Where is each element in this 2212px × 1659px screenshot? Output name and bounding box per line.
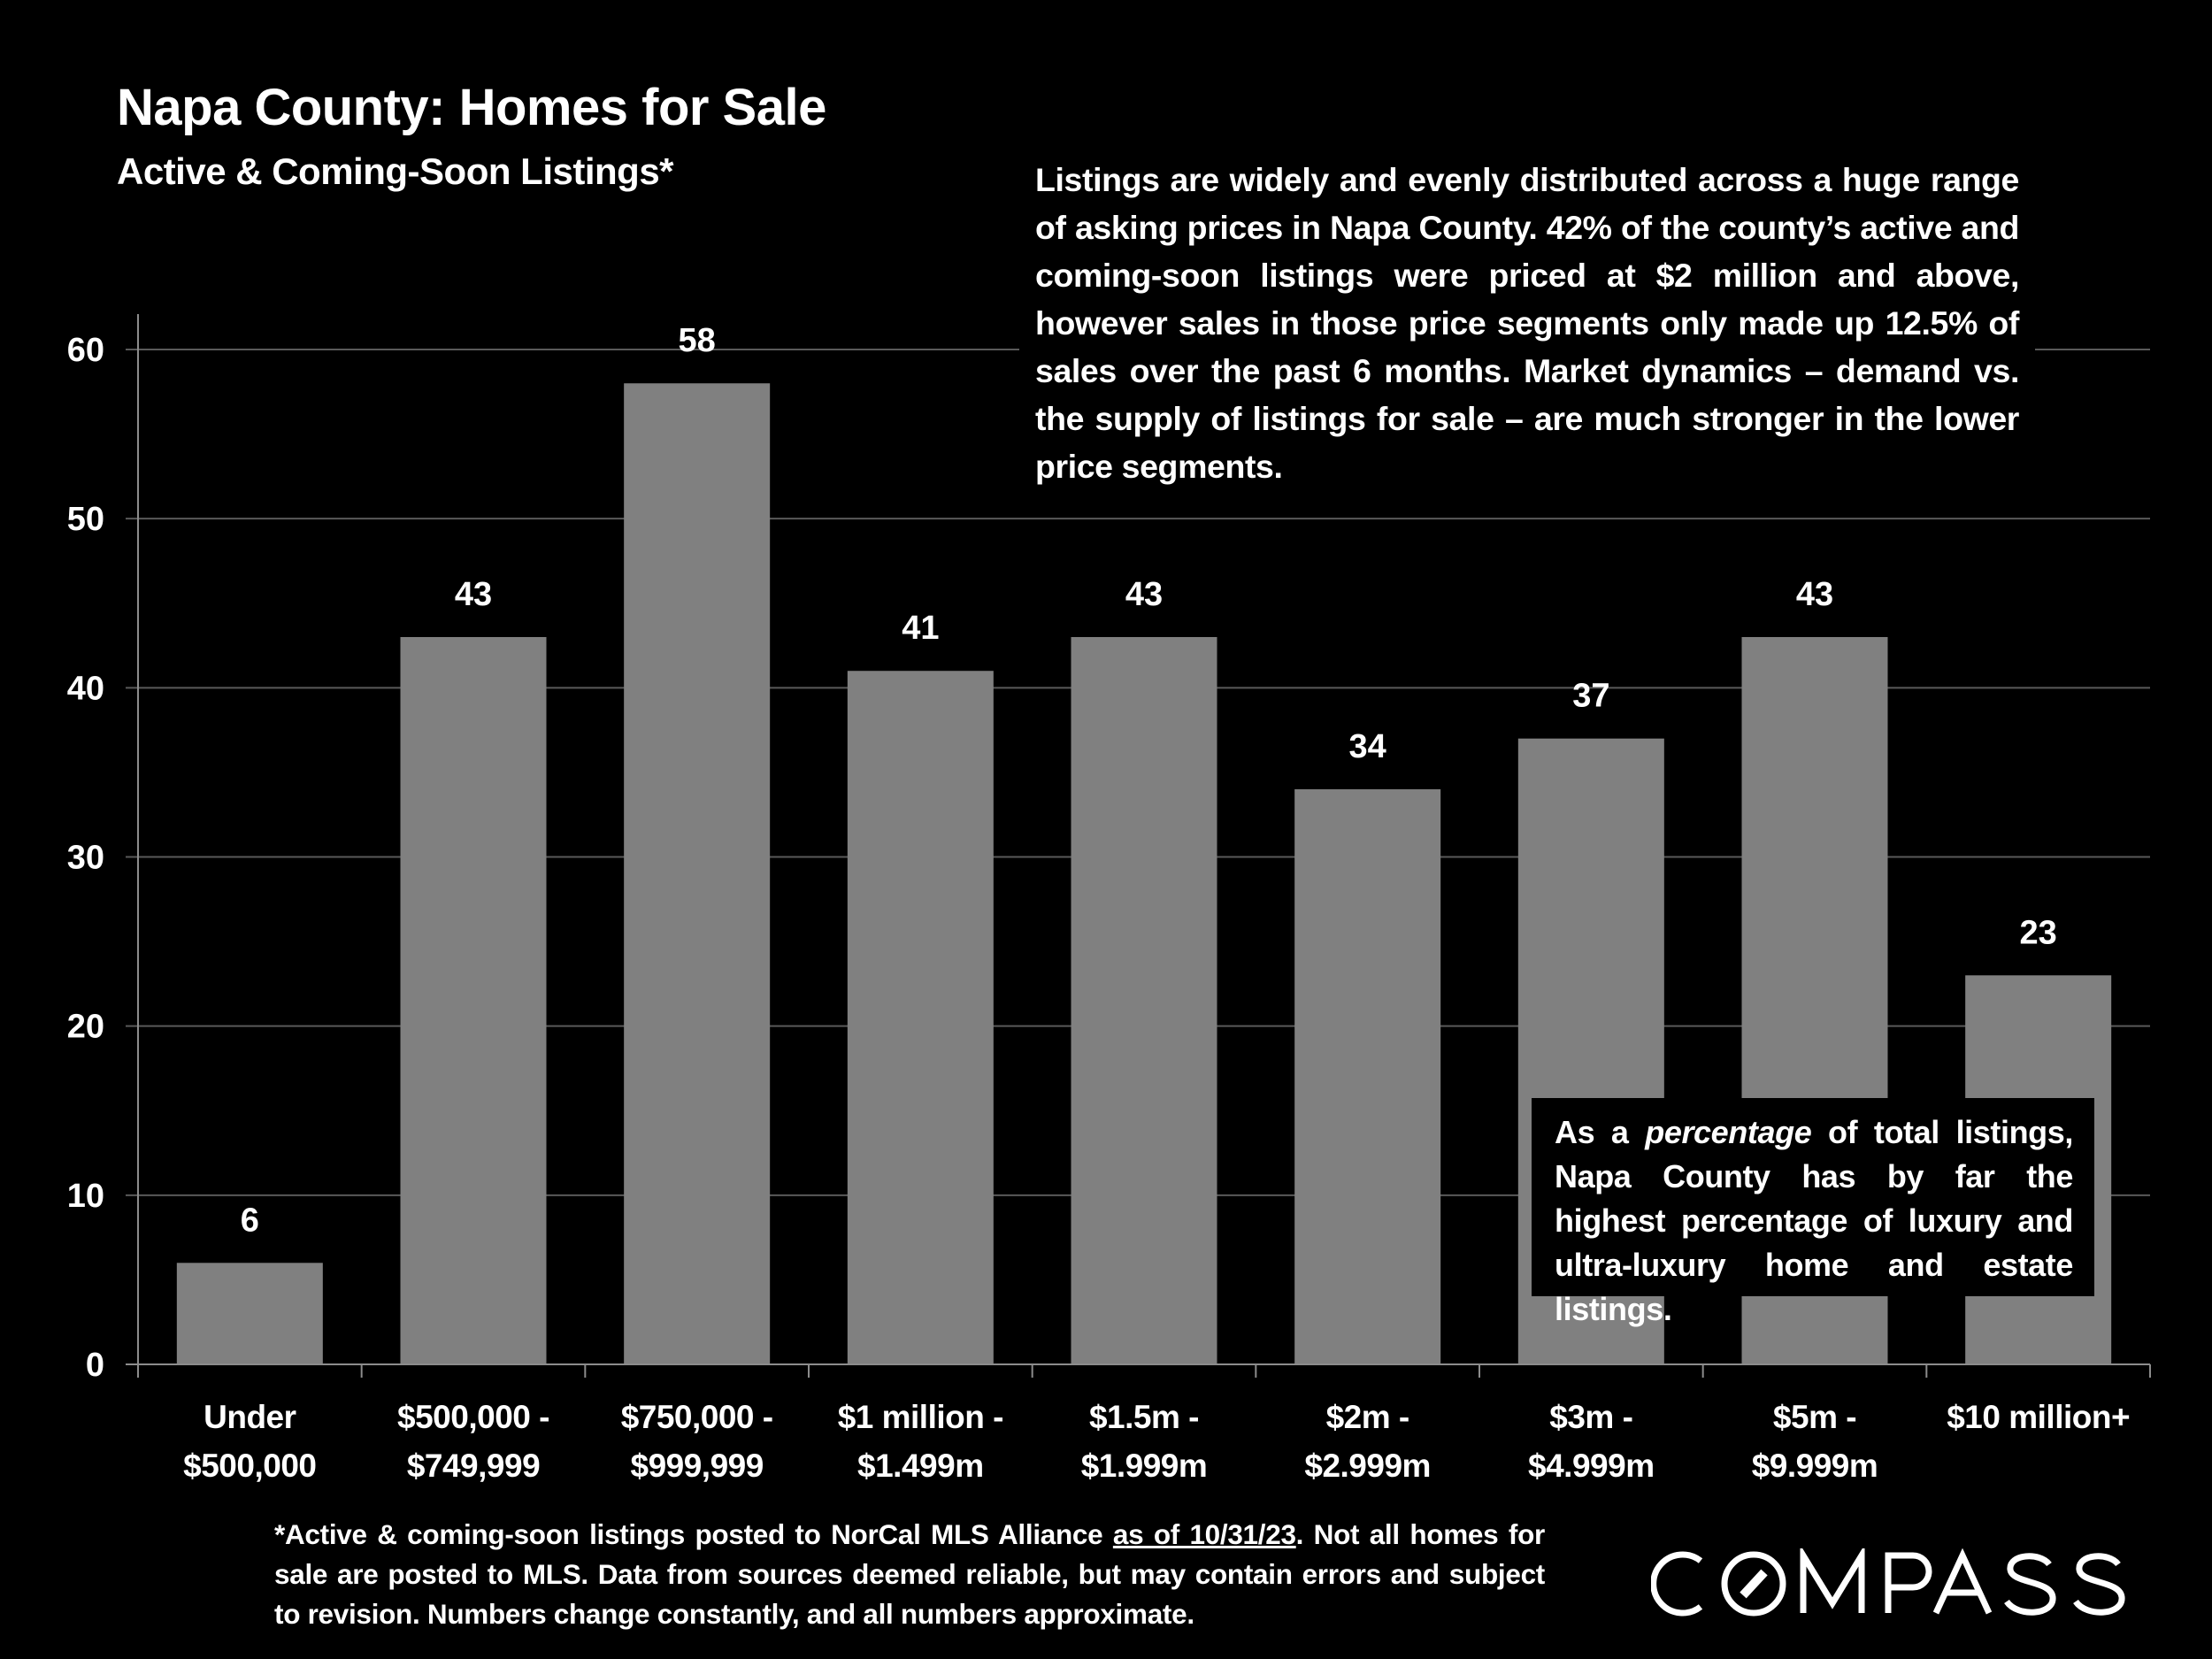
note-suffix: of total listings, Napa County has by fa… [1555, 1114, 2073, 1327]
x-category-label-line: $1.499m [857, 1448, 984, 1484]
x-category-label-line: $500,000 [183, 1448, 316, 1484]
callout-text-box: Listings are widely and evenly distribut… [1019, 149, 2035, 503]
compass-logo [1651, 1548, 2125, 1617]
bar [176, 1263, 323, 1364]
x-category-label: $5m - $9.999m [1752, 1399, 1878, 1484]
bar [1294, 789, 1441, 1364]
bar [847, 671, 994, 1364]
data-label: 34 [1349, 728, 1386, 765]
y-tick-label: 50 [67, 501, 104, 538]
x-category-label: $10 million+ [1947, 1399, 2130, 1435]
data-label: 41 [902, 610, 939, 647]
x-category-label: $750,000 - $999,999 [621, 1399, 773, 1484]
x-category-label-line: $999,999 [631, 1448, 764, 1484]
data-label: 23 [2020, 914, 2057, 951]
x-category-label: $500,000 - $749,999 [397, 1399, 549, 1484]
data-labels: 6 43 58 41 43 34 37 43 23 [241, 322, 2057, 1239]
x-category-label-line: $3m - [1549, 1399, 1632, 1435]
percentage-note-box: As a percentage of total listings, Napa … [1532, 1098, 2094, 1327]
data-label: 58 [679, 322, 716, 359]
x-category-label-line: $10 million+ [1947, 1399, 2130, 1435]
x-category-label-line: $749,999 [407, 1448, 540, 1484]
page-subtitle: Active & Coming-Soon Listings* [117, 150, 674, 192]
x-axis-category-labels: Under $500,000 $500,000 - $749,999 $750,000 … [183, 1399, 2130, 1484]
page-title: Napa County: Homes for Sale [117, 79, 826, 136]
x-category-label-line: $1.5m - [1089, 1399, 1199, 1435]
x-category-label-line: Under [204, 1399, 296, 1435]
footnote: *Active & coming-soon listings posted to… [274, 1515, 1545, 1634]
bar [1071, 636, 1217, 1364]
y-axis-tick-labels: 0 10 20 30 40 50 60 [67, 332, 104, 1384]
note-prefix: As a [1555, 1114, 1646, 1150]
y-tick-label: 10 [67, 1178, 104, 1215]
footnote-before: *Active & coming-soon listings posted to… [274, 1518, 1113, 1550]
bar [624, 383, 771, 1364]
axes [126, 314, 2151, 1378]
data-label: 43 [455, 576, 492, 613]
y-tick-label: 40 [67, 670, 104, 707]
x-category-label-line: $9.999m [1752, 1448, 1878, 1484]
x-category-label-line: $4.999m [1528, 1448, 1655, 1484]
footnote-after: . Not all homes for sale are posted to M… [274, 1518, 1545, 1630]
note-emphasis: percentage [1645, 1114, 1812, 1150]
x-category-label-line: $5m - [1773, 1399, 1856, 1435]
x-category-label-line: $1.999m [1081, 1448, 1208, 1484]
y-tick-label: 30 [67, 840, 104, 877]
y-tick-label: 60 [67, 332, 104, 369]
x-category-label-line: $2.999m [1304, 1448, 1431, 1484]
data-label: 37 [1572, 678, 1609, 715]
bar [400, 636, 547, 1364]
x-category-label-line: $1 million - [838, 1399, 1003, 1435]
data-label: 6 [241, 1202, 259, 1239]
x-category-label: $1.5m - $1.999m [1081, 1399, 1208, 1484]
x-category-label: Under $500,000 [183, 1399, 316, 1484]
x-category-label: $2m - $2.999m [1304, 1399, 1431, 1484]
x-category-label-line: $750,000 - [621, 1399, 773, 1435]
x-category-label: $3m - $4.999m [1528, 1399, 1655, 1484]
x-category-label-line: $500,000 - [397, 1399, 549, 1435]
y-tick-label: 20 [67, 1009, 104, 1046]
data-label: 43 [1796, 576, 1833, 613]
y-tick-label: 0 [86, 1347, 104, 1384]
x-category-label: $1 million - $1.499m [838, 1399, 1003, 1484]
x-category-label-line: $2m - [1326, 1399, 1409, 1435]
footnote-date: as of 10/31/23 [1112, 1518, 1296, 1550]
data-label: 43 [1125, 576, 1163, 613]
